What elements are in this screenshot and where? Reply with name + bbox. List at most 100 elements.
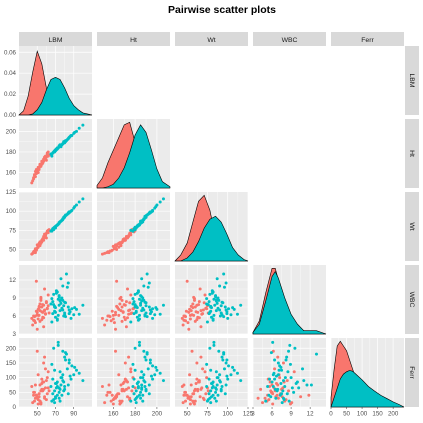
data-point-group-b bbox=[142, 217, 146, 221]
strip-top-wt bbox=[175, 32, 248, 46]
data-point-group-a bbox=[126, 236, 130, 240]
data-point-group-a bbox=[129, 312, 133, 316]
data-point-group-a bbox=[126, 395, 130, 399]
data-point-group-a bbox=[42, 325, 46, 329]
data-point-group-a bbox=[205, 376, 209, 380]
data-point-group-b bbox=[205, 297, 209, 301]
data-point-group-a bbox=[120, 319, 124, 323]
data-point-group-b bbox=[66, 392, 70, 396]
data-point-group-b bbox=[53, 368, 57, 372]
data-point-group-b bbox=[280, 368, 284, 372]
data-point-group-a bbox=[32, 393, 36, 397]
data-point-group-a bbox=[36, 373, 40, 377]
data-point-group-b bbox=[276, 387, 280, 391]
data-point-group-b bbox=[145, 351, 149, 355]
panel-lbm-vs-lbm: 0.00 0.02 0.04 0.06 bbox=[4, 46, 93, 119]
data-point-group-a bbox=[39, 162, 43, 166]
data-point-group-b bbox=[232, 368, 236, 372]
data-point-group-b bbox=[220, 384, 224, 388]
data-point-group-b bbox=[219, 304, 223, 308]
data-point-group-b bbox=[81, 197, 85, 201]
data-point-group-b bbox=[147, 281, 151, 285]
panel-wt-vs-ht bbox=[97, 191, 170, 261]
data-point-group-b bbox=[136, 380, 140, 384]
tick-label-x: 50 bbox=[343, 411, 350, 418]
data-point-group-b bbox=[139, 376, 143, 380]
data-point-group-a bbox=[109, 319, 113, 323]
strip-top-label-wt: Wt bbox=[207, 37, 215, 44]
data-point-group-a bbox=[281, 361, 285, 365]
data-point-group-b bbox=[140, 277, 144, 281]
data-point-group-b bbox=[53, 401, 57, 405]
data-point-group-b bbox=[285, 355, 289, 359]
data-point-group-a bbox=[275, 393, 279, 397]
data-point-group-a bbox=[118, 399, 122, 403]
data-point-group-b bbox=[215, 277, 219, 281]
data-point-group-b bbox=[61, 284, 65, 288]
data-point-group-b bbox=[211, 384, 215, 388]
data-point-group-b bbox=[155, 368, 159, 372]
data-point-group-b bbox=[211, 318, 215, 322]
panel-ferr-vs-wt: 50 75 100 125 bbox=[175, 338, 254, 418]
data-point-group-b bbox=[55, 290, 59, 294]
data-point-group-b bbox=[161, 303, 165, 307]
tick-label-x: 75 bbox=[204, 411, 211, 418]
data-point-group-a bbox=[189, 383, 193, 387]
data-point-group-b bbox=[213, 303, 217, 307]
data-point-group-a bbox=[123, 377, 127, 381]
strip-right-ferr bbox=[405, 338, 419, 407]
data-point-group-a bbox=[37, 392, 41, 396]
data-point-group-a bbox=[199, 387, 203, 391]
data-point-group-b bbox=[131, 384, 135, 388]
data-point-group-b bbox=[134, 396, 138, 400]
data-point-group-a bbox=[184, 390, 188, 394]
data-point-group-b bbox=[144, 389, 148, 393]
data-point-group-b bbox=[143, 380, 147, 384]
tick-label-x: 180 bbox=[130, 411, 141, 418]
data-point-group-b bbox=[143, 215, 147, 219]
data-point-group-b bbox=[231, 365, 235, 369]
data-point-group-b bbox=[287, 399, 291, 403]
tick-label-x: 3 bbox=[251, 411, 255, 418]
data-point-group-b bbox=[56, 343, 60, 347]
data-point-group-a bbox=[120, 298, 124, 302]
tick-label-x: 150 bbox=[372, 411, 383, 418]
data-point-group-b bbox=[222, 272, 226, 276]
data-point-group-a bbox=[126, 316, 130, 320]
data-point-group-a bbox=[44, 379, 48, 383]
data-point-group-a bbox=[269, 390, 273, 394]
data-point-group-a bbox=[36, 317, 40, 321]
data-point-group-b bbox=[52, 292, 56, 296]
data-point-group-a bbox=[206, 389, 210, 393]
data-point-group-b bbox=[279, 382, 283, 386]
strip-top-ht bbox=[97, 32, 170, 46]
data-point-group-b bbox=[283, 384, 287, 388]
data-point-group-a bbox=[43, 309, 47, 313]
data-point-group-b bbox=[272, 371, 276, 375]
data-point-group-b bbox=[133, 346, 137, 350]
data-point-group-b bbox=[74, 307, 78, 311]
data-point-group-b bbox=[209, 401, 213, 405]
data-point-group-b bbox=[55, 147, 59, 151]
tick-label-x: 12 bbox=[307, 411, 314, 418]
data-point-group-a bbox=[188, 402, 192, 406]
data-point-group-b bbox=[50, 297, 54, 301]
data-point-group-b bbox=[211, 380, 215, 384]
data-point-group-b bbox=[141, 393, 145, 397]
data-point-group-a bbox=[129, 367, 133, 371]
data-point-group-b bbox=[151, 307, 155, 311]
strip-top-lbm bbox=[19, 32, 92, 46]
data-point-group-b bbox=[214, 390, 218, 394]
data-point-group-a bbox=[43, 287, 47, 291]
tick-label-y: 200 bbox=[6, 128, 17, 135]
data-point-group-a bbox=[119, 383, 123, 387]
data-point-group-b bbox=[63, 313, 67, 317]
data-point-group-a bbox=[198, 395, 202, 399]
data-point-group-b bbox=[64, 358, 68, 362]
data-point-group-a bbox=[33, 383, 37, 387]
data-point-group-b bbox=[148, 312, 152, 316]
data-point-group-b bbox=[225, 358, 229, 362]
data-point-group-a bbox=[47, 389, 51, 393]
data-point-group-b bbox=[219, 389, 223, 393]
data-point-group-a bbox=[111, 244, 115, 248]
